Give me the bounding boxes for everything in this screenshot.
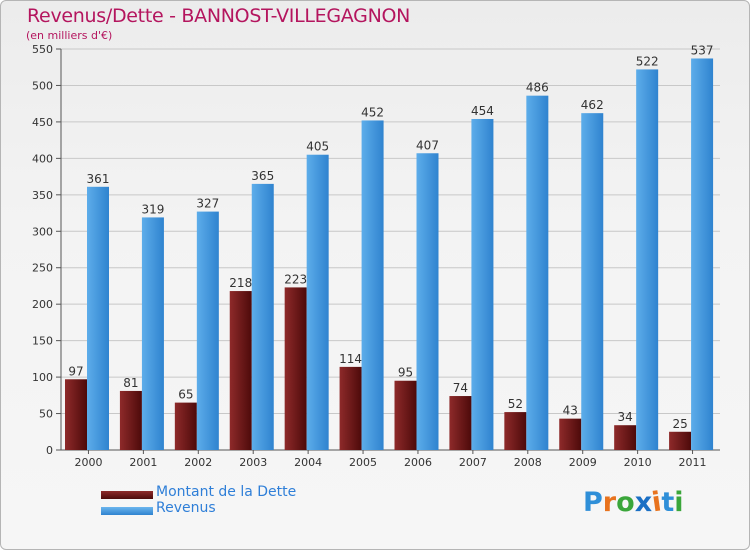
y-tick-label: 300 [32, 225, 53, 238]
data-label-revenus: 454 [471, 104, 494, 118]
x-tick-label: 2000 [74, 456, 102, 469]
logo-letter: P [583, 487, 603, 518]
chart-title: Revenus/Dette - BANNOST-VILLEGAGNON [27, 5, 411, 27]
legend-label-debt: Montant de la Dette [156, 484, 297, 500]
logo-letter: x [634, 487, 653, 518]
bar-revenus [526, 95, 549, 451]
bar-debt [339, 366, 362, 450]
y-tick-label: 500 [32, 79, 53, 92]
data-label-revenus: 361 [87, 172, 110, 186]
chart-subtitle: (en milliers d'€) [26, 29, 113, 42]
y-tick-label: 550 [32, 43, 53, 56]
bar-debt [559, 418, 582, 450]
data-label-revenus: 537 [691, 43, 714, 57]
y-tick-label: 150 [32, 335, 53, 348]
data-label-revenus: 522 [636, 54, 659, 68]
x-tick-label: 2007 [459, 456, 487, 469]
data-label-debt: 114 [339, 352, 362, 366]
bar-debt [119, 390, 142, 450]
data-label-debt: 65 [178, 388, 193, 402]
x-tick-label: 2002 [184, 456, 212, 469]
bar-debt [394, 380, 417, 450]
bar-debt [229, 291, 252, 450]
y-tick-label: 450 [32, 116, 53, 129]
bar-revenus [251, 183, 274, 450]
bar-revenus [416, 153, 439, 450]
x-tick-label: 2011 [679, 456, 707, 469]
y-tick-label: 50 [39, 408, 53, 421]
x-tick-label: 2010 [624, 456, 652, 469]
data-label-revenus: 327 [196, 197, 219, 211]
data-label-revenus: 365 [251, 169, 274, 183]
legend-swatch-debt [101, 491, 153, 499]
data-label-debt: 97 [68, 364, 83, 378]
bar-revenus [471, 118, 494, 450]
bar-revenus [196, 211, 219, 450]
legend-label-revenus: Revenus [156, 500, 216, 516]
bar-revenus [141, 217, 164, 450]
data-label-revenus: 452 [361, 105, 384, 119]
y-tick-label: 250 [32, 262, 53, 275]
proxiti-logo: Proxiti [583, 487, 684, 519]
data-label-revenus: 405 [306, 140, 329, 154]
logo-letter: i [674, 487, 684, 518]
data-label-debt: 81 [123, 376, 138, 390]
y-tick-label: 200 [32, 298, 53, 311]
bar-debt [669, 431, 692, 450]
data-label-revenus: 462 [581, 98, 604, 112]
x-tick-label: 2005 [349, 456, 377, 469]
data-label-debt: 25 [672, 417, 687, 431]
bar-revenus [691, 58, 714, 450]
logo-letter: r [602, 487, 617, 518]
logo-letter: o [616, 487, 635, 518]
data-label-debt: 223 [284, 272, 307, 286]
x-tick-label: 2001 [129, 456, 157, 469]
bar-debt [284, 287, 307, 450]
y-tick-label: 100 [32, 371, 53, 384]
data-label-revenus: 407 [416, 138, 439, 152]
bar-debt [614, 425, 637, 450]
bar-revenus [636, 69, 659, 450]
data-label-debt: 34 [618, 410, 633, 424]
data-label-revenus: 319 [141, 202, 164, 216]
data-label-debt: 218 [229, 276, 252, 290]
grid-lines [61, 48, 720, 415]
bar-debt [174, 402, 197, 450]
bars [65, 58, 714, 451]
bar-revenus [361, 120, 384, 450]
x-tick-label: 2008 [514, 456, 542, 469]
x-tick-label: 2009 [569, 456, 597, 469]
data-label-debt: 43 [563, 404, 578, 418]
data-label-debt: 74 [453, 381, 468, 395]
y-tick-label: 0 [46, 444, 53, 457]
legend-swatch-revenus [101, 507, 153, 515]
x-tick-label: 2006 [404, 456, 432, 469]
bar-debt [449, 396, 472, 450]
bar-debt [65, 379, 87, 450]
data-label-revenus: 486 [526, 81, 549, 95]
x-tick-label: 2004 [294, 456, 322, 469]
y-tick-label: 350 [32, 189, 53, 202]
data-labels: 97 361 81 319 65 327 218 365 223 405 114 452 95 407 74… [68, 43, 713, 430]
bar-revenus [581, 113, 604, 450]
x-tick-label: 2003 [239, 456, 267, 469]
y-tick-label: 400 [32, 152, 53, 165]
bar-debt [504, 412, 527, 450]
logo-letter: t [661, 487, 675, 518]
data-label-debt: 95 [398, 366, 413, 380]
bar-revenus [306, 154, 329, 450]
axes: 0 50 100 150 200 250 300 350 400 450 500 550 2000 200… [32, 43, 720, 469]
data-label-debt: 52 [508, 397, 523, 411]
bar-revenus [87, 186, 109, 450]
